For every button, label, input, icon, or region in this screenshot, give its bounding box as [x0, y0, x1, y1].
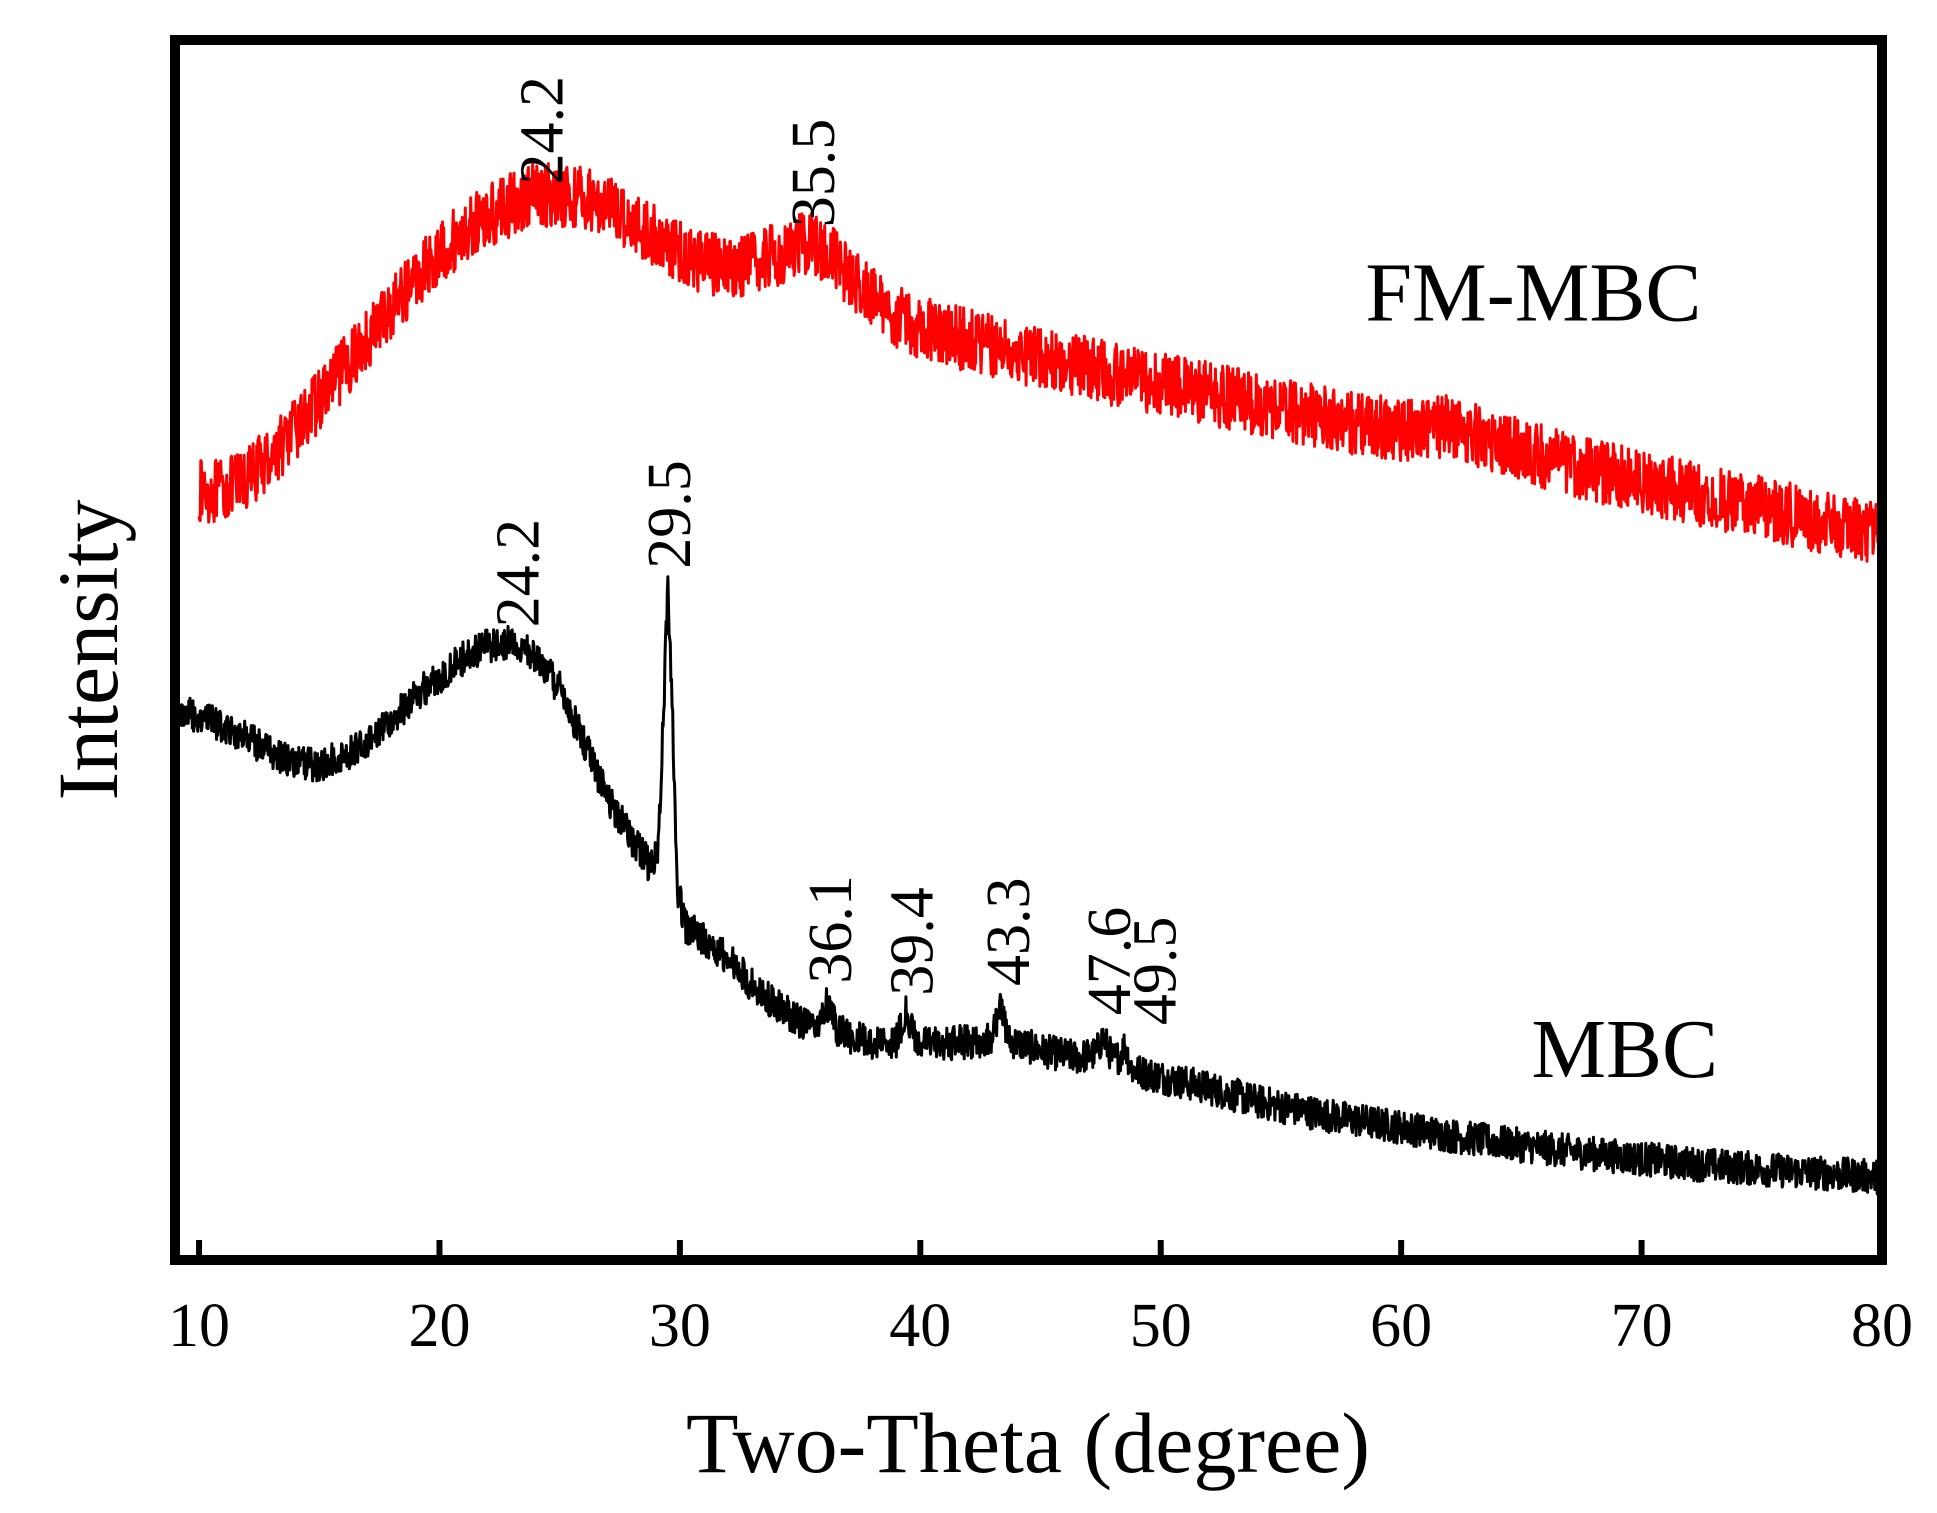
peak-label: 39.4: [879, 887, 947, 996]
x-tick-layer: 10 20 30 40 50 60 70 80: [168, 1240, 1913, 1360]
x-tick-label: 30: [649, 1292, 711, 1360]
peak-label: 49.5: [1122, 917, 1190, 1026]
x-tick-label: 60: [1370, 1292, 1432, 1360]
x-tick-label: 80: [1851, 1292, 1913, 1360]
series-line-fm-mbc: [197, 162, 1884, 563]
x-tick-label: 70: [1611, 1292, 1673, 1360]
peak-label: 36.1: [797, 875, 865, 984]
peak-label: 35.5: [780, 119, 848, 228]
x-axis-title: Two-Theta (degree): [686, 1395, 1370, 1491]
y-axis-title: Intensity: [40, 500, 136, 801]
peak-label: 43.3: [975, 878, 1043, 987]
series-label: FM-MBC: [1365, 247, 1701, 340]
series-layer: [173, 162, 1884, 1196]
peak-annotation-layer: 24.2 35.5 24.2 29.5 36.1 39.4 43.3 47.649.5: [484, 76, 1189, 1025]
plot-frame: [170, 35, 1887, 1265]
series-label-layer: FM-MBC MBC: [1365, 247, 1718, 1096]
peak-label: 24.2: [508, 76, 576, 185]
x-tick-label: 20: [408, 1292, 470, 1360]
peak-label: 29.5: [636, 460, 704, 569]
x-tick-label: 10: [168, 1292, 230, 1360]
peak-label: 47.6: [1076, 907, 1144, 1016]
series-line-mbc: [173, 575, 1884, 1196]
x-tick-label: 50: [1130, 1292, 1192, 1360]
series-label: MBC: [1531, 1003, 1718, 1096]
x-tick-label: 40: [889, 1292, 951, 1360]
peak-label: 24.2: [484, 519, 552, 628]
